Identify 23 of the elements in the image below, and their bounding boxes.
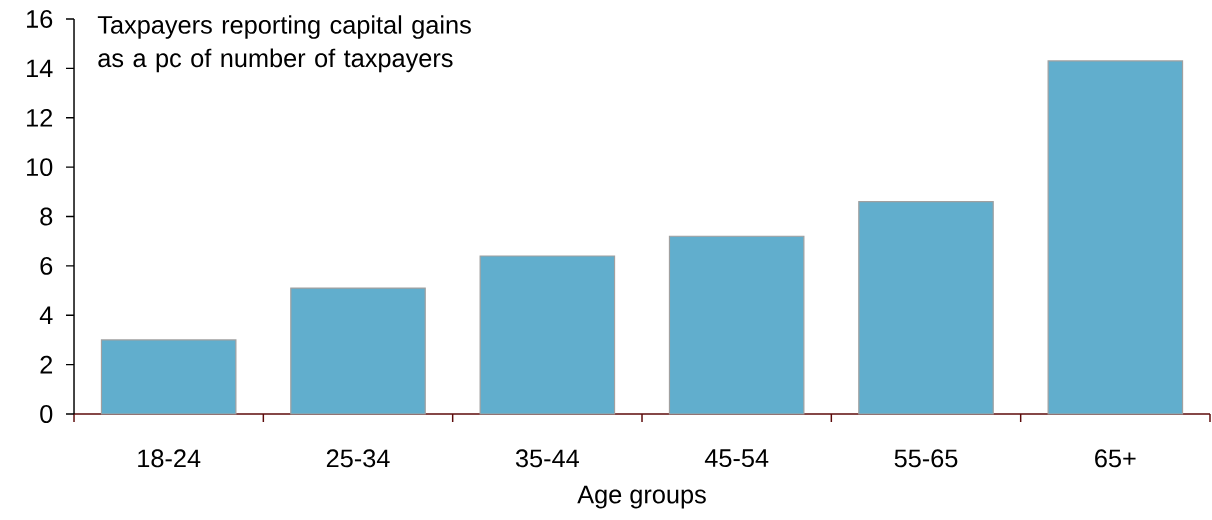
y-tick-label: 2: [40, 355, 53, 374]
x-tick-label: 18-24: [138, 449, 201, 468]
chart-title: Taxpayers reporting capital gains as a pc of number of taxpayers: [97, 15, 471, 73]
x-tick-label: 65+: [1095, 449, 1136, 468]
y-tick-label: 16: [27, 10, 53, 28]
x-tick-label: 25-34: [326, 449, 390, 468]
x-tick-label: 45-54: [704, 449, 769, 468]
x-axis-title: Age groups: [577, 485, 706, 509]
y-tick-label: 0: [40, 405, 53, 423]
bar: [479, 255, 616, 415]
bar: [1047, 60, 1184, 415]
bar: [858, 201, 994, 415]
bar: [290, 287, 426, 415]
y-tick-label: 4: [39, 306, 53, 324]
y-tick-label: 12: [27, 108, 53, 127]
y-tick-label: 10: [27, 158, 53, 177]
x-tick-label: 55-65: [894, 449, 958, 468]
x-tick-label: 35-44: [515, 449, 579, 468]
y-tick-label: 14: [27, 59, 53, 78]
bar: [668, 235, 805, 415]
y-tick-label: 8: [40, 207, 53, 226]
bar: [100, 339, 237, 415]
y-tick-label: 6: [40, 256, 53, 275]
